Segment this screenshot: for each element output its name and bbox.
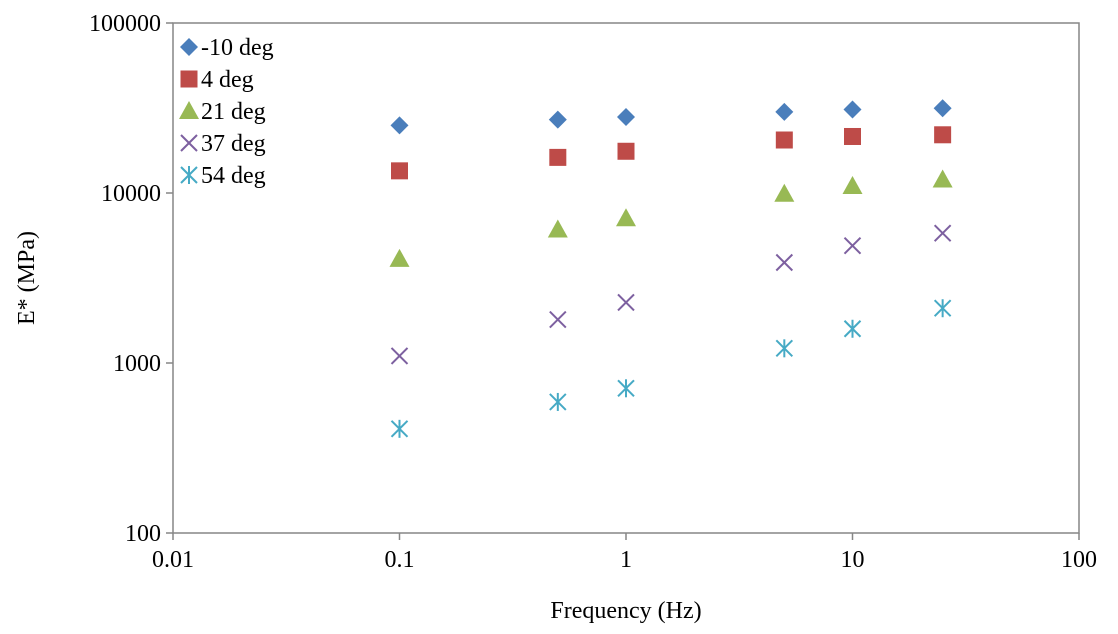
x-tick-label: 100 [1061,547,1097,573]
x-tick-label: 1 [620,547,632,573]
data-point [391,162,408,180]
x-axis-ticks: 0.01 0.1 1 10 100 [152,533,1097,573]
legend-marker [180,70,198,88]
data-point [617,379,635,398]
data-point [617,293,635,312]
x-tick-label: 0.01 [152,547,194,573]
legend-marker [180,134,198,152]
x-tick-label: 10 [841,547,865,573]
x-axis-title: Frequency (Hz) [550,598,701,624]
data-point [775,253,794,272]
data-point [933,224,952,242]
series-4 [390,299,952,438]
series-1 [391,126,952,180]
data-point [549,392,567,411]
legend-label: -10 deg [201,35,274,61]
y-axis-ticks: 100 1000 10000 100000 [89,11,173,547]
legend-label: 4 deg [201,67,254,93]
data-point [774,183,795,202]
plot-area [172,22,1080,534]
data-point [933,99,952,118]
data-point [843,319,862,338]
data-point [775,339,794,358]
data-point [549,310,567,329]
data-point [390,116,409,135]
data-point [933,299,952,318]
data-point [775,131,793,149]
data-point [390,347,409,365]
legend-marker [180,166,198,184]
data-point [617,107,635,126]
data-point [843,100,862,119]
series-3 [390,224,952,365]
y-axis-title: E* (MPa) [14,231,40,325]
data-point [843,236,862,255]
data-point [617,142,635,160]
legend-label: 21 deg [201,99,266,125]
legend-marker [179,101,199,119]
data-point [616,208,636,227]
legend: -10 deg 4 deg 21 deg 37 deg 54 deg [179,35,274,189]
y-tick-label: 1000 [113,351,161,377]
y-tick-label: 10000 [101,181,161,207]
data-points [389,99,953,438]
y-tick-label: 100 [125,521,161,547]
data-point [548,110,567,129]
data-point [547,219,568,238]
series-0 [390,99,952,135]
data-point [549,148,567,166]
x-tick-label: 0.1 [385,547,415,573]
data-point [390,419,409,438]
data-point [775,102,794,121]
data-point [389,248,410,267]
data-point [844,127,861,145]
legend-label: 37 deg [201,131,266,157]
legend-marker [180,38,198,56]
data-point [932,169,953,188]
legend-label: 54 deg [201,163,266,189]
y-tick-label: 100000 [89,11,161,37]
data-point [842,175,863,194]
series-2 [389,169,953,267]
data-point [934,126,952,144]
